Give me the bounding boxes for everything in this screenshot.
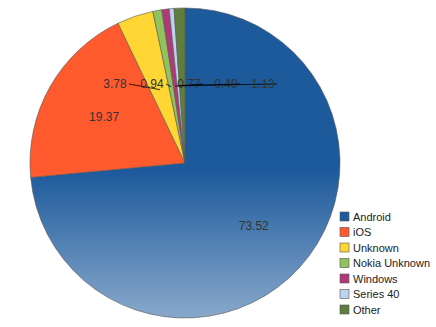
data-label: 19.37 [89,110,119,124]
legend-label: Android [353,211,391,223]
legend-swatch [340,274,349,283]
legend-label: Nokia Unknown [353,257,430,269]
legend-swatch [340,259,349,268]
data-label: 73.52 [239,219,269,233]
legend-swatch [340,290,349,299]
legend-swatch [340,212,349,221]
data-label: 0.94 [140,77,164,91]
legend-label: Unknown [353,242,399,254]
legend-label: Series 40 [353,288,399,300]
legend: Android iOS Unknown Nokia Unknown Windows Ser… [340,211,430,316]
legend-swatch [340,228,349,237]
legend-swatch [340,243,349,252]
chart-container: 73.52 19.37 3.78 0.94 0.77 0.49 1.13 Android iOS… [0,0,436,327]
data-label: 3.78 [103,77,127,91]
data-labels: 73.52 19.37 3.78 0.94 0.77 0.49 1.13 [89,77,277,233]
legend-label: Windows [353,273,398,285]
data-label: 1.13 [251,77,275,91]
leader-line [166,84,171,87]
data-label: 0.77 [177,77,201,91]
pie-slice [31,8,340,318]
chart-svg: 73.52 19.37 3.78 0.94 0.77 0.49 1.13 Android iOS… [0,0,436,327]
data-label: 0.49 [214,77,238,91]
legend-label: Other [353,304,381,316]
legend-label: iOS [353,226,371,238]
legend-swatch [340,305,349,314]
pie [30,8,340,318]
